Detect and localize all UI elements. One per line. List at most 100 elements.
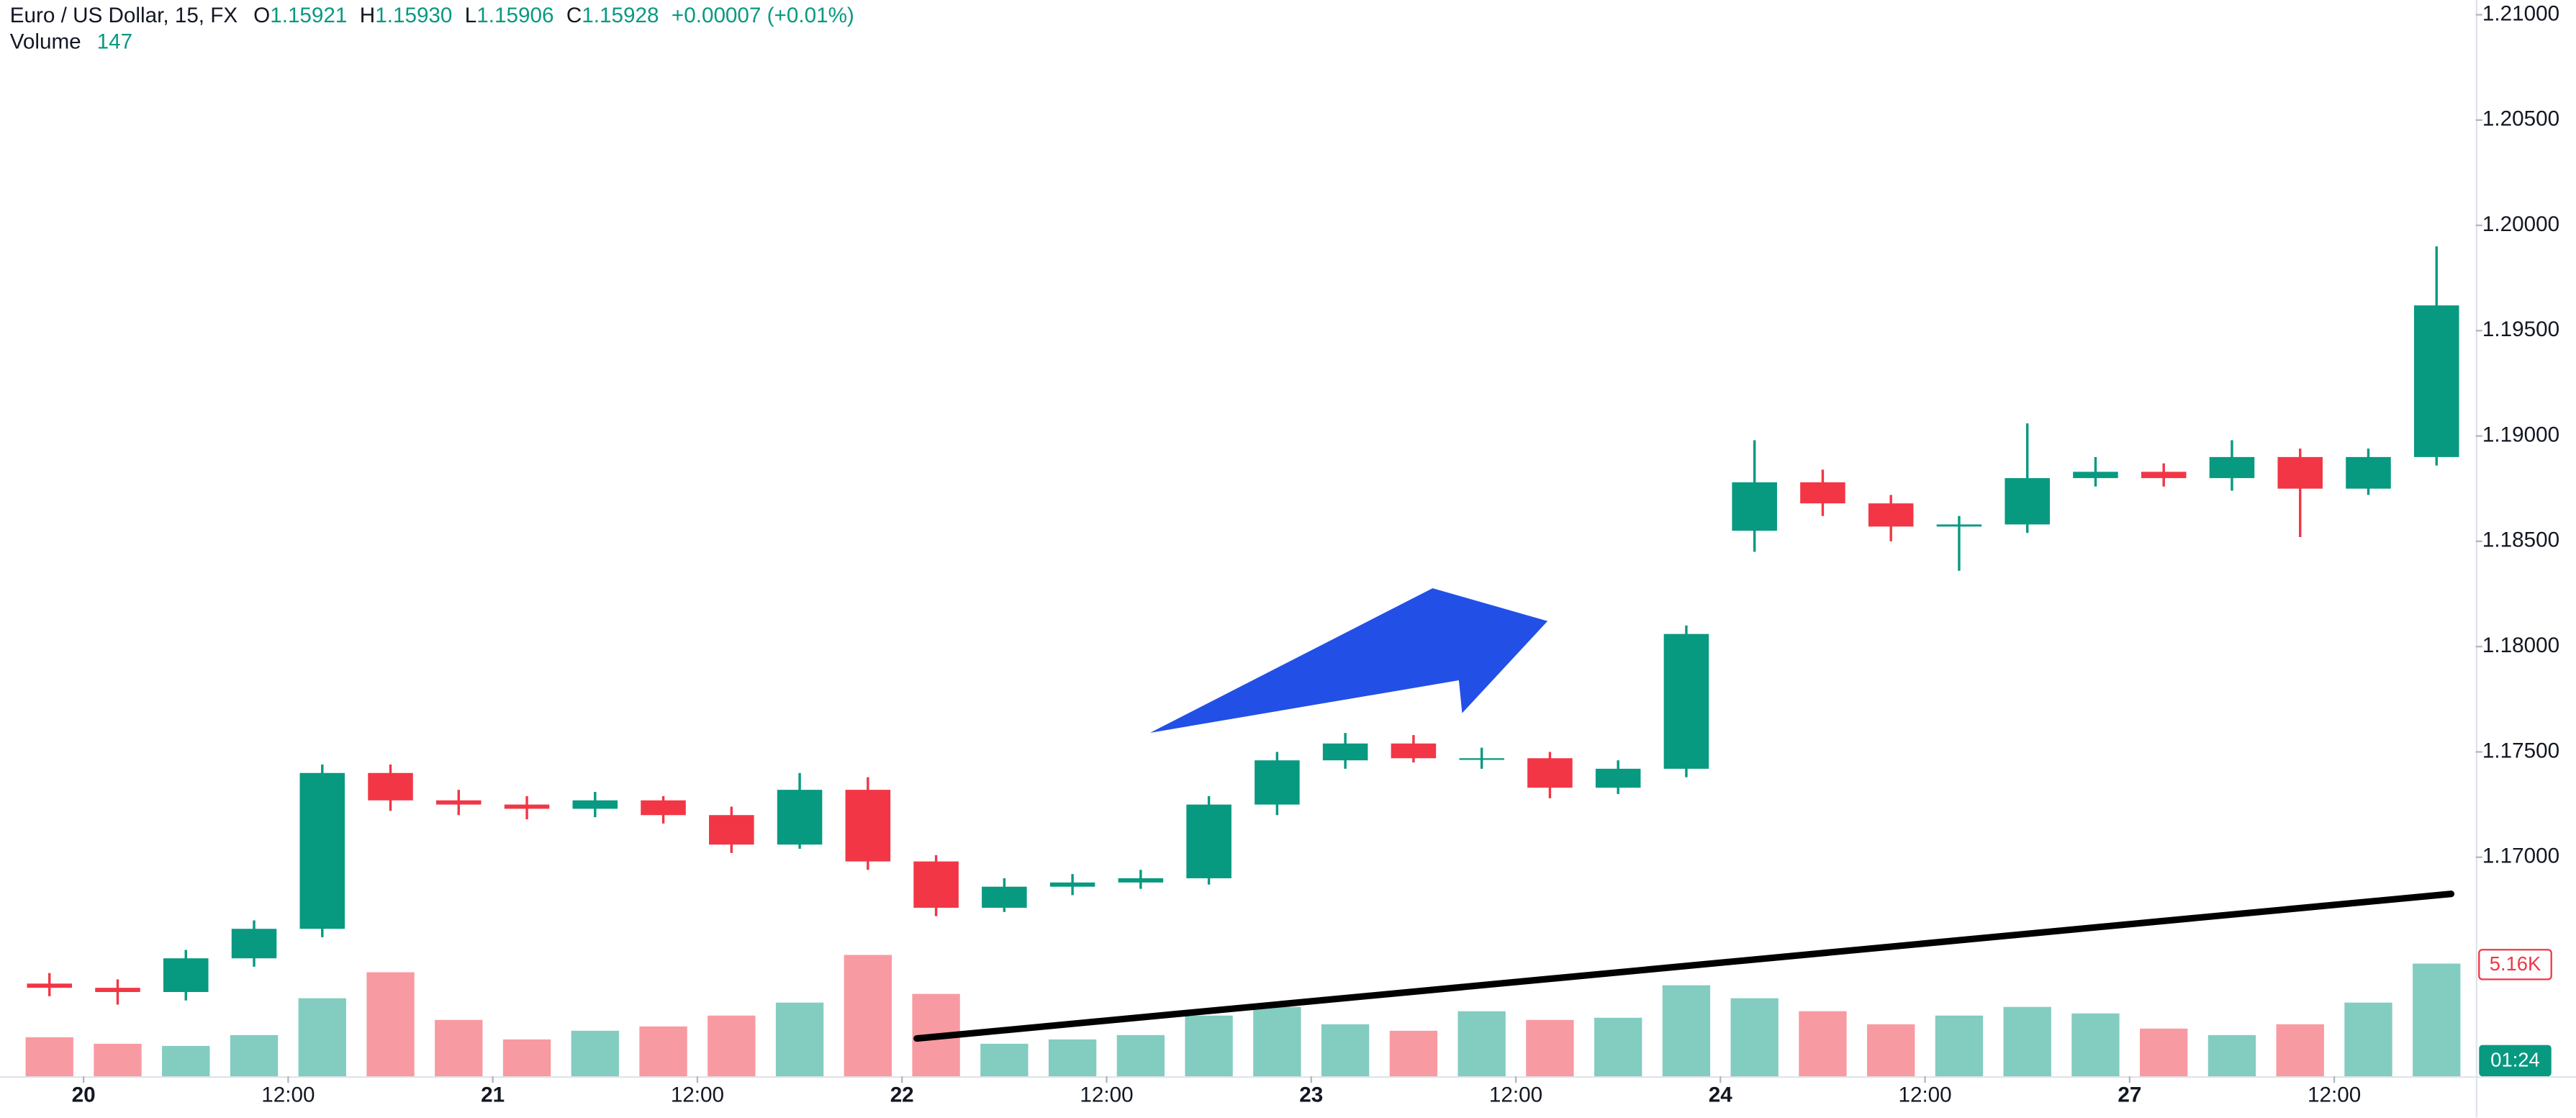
candle-body	[436, 800, 482, 805]
volume-axis-label: 5.16K	[2490, 952, 2541, 975]
x-tick-label: 24	[1709, 1083, 1732, 1106]
volume-bar	[1662, 985, 1711, 1077]
ohlc-label: O	[253, 4, 270, 27]
volume-bar	[2344, 1002, 2392, 1077]
marks	[25, 246, 2461, 1077]
legend-header: Euro / US Dollar, 15, FX O1.15921 H1.159…	[10, 4, 854, 27]
volume-bar	[775, 1002, 824, 1077]
volume-bar	[25, 1037, 73, 1077]
volume-bar	[1799, 1011, 1847, 1077]
volume-bar	[1526, 1019, 1574, 1077]
y-tick-label: 1.21000	[2482, 1, 2559, 25]
ohlc-label: L	[465, 4, 477, 27]
candle-body	[2277, 456, 2323, 489]
volume-bar	[1867, 1024, 1915, 1077]
symbol-title: Euro / US Dollar, 15, FX	[10, 4, 238, 27]
volume-bar	[162, 1045, 210, 1077]
y-tick-label: 1.20500	[2482, 107, 2559, 131]
x-tick-label: 20	[72, 1083, 96, 1106]
volume-bar	[844, 955, 892, 1077]
volume-header: Volume 147	[10, 30, 132, 53]
trend-line	[913, 891, 2455, 1042]
volume-bar	[502, 1039, 551, 1077]
ohlc-value: 1.15906	[476, 4, 553, 27]
volume-axis-badge	[2478, 949, 2552, 980]
candle-body	[1255, 760, 1300, 805]
candle-body	[299, 772, 345, 929]
candle-body	[2073, 472, 2118, 479]
volume-bar	[2140, 1028, 2188, 1077]
candle-body	[1049, 882, 1095, 887]
candle-body	[913, 861, 959, 908]
volume-bar	[1321, 1024, 1370, 1077]
candle-body	[1186, 804, 1231, 879]
volume-bar	[1594, 1017, 1642, 1077]
candle-body	[2141, 472, 2187, 479]
volume-bar	[1253, 1006, 1301, 1077]
candle-body	[641, 800, 686, 816]
candle-body	[504, 804, 550, 809]
candle-body	[27, 983, 73, 988]
x-tick-label: 12:00	[671, 1083, 724, 1106]
volume-bar	[639, 1026, 687, 1077]
volume-bar	[2003, 1006, 2051, 1077]
x-tick-label: 12:00	[1489, 1083, 1542, 1106]
y-tick-label: 1.18500	[2482, 528, 2559, 552]
volume-value: 147	[97, 30, 132, 53]
y-tick-label: 1.18000	[2482, 634, 2559, 657]
candle-body	[2005, 478, 2050, 525]
volume-bar	[1116, 1034, 1165, 1077]
candle-body	[163, 958, 209, 992]
candle-body	[2346, 456, 2391, 489]
candle-body	[1322, 743, 1368, 761]
volume-title: Volume	[10, 30, 81, 53]
candle-body	[1118, 878, 1164, 883]
candle-body	[95, 988, 140, 992]
volume-bar	[708, 1015, 756, 1077]
candle-body	[1936, 524, 1982, 527]
volume-bar	[2276, 1024, 2324, 1077]
countdown-badge	[2479, 1045, 2552, 1077]
candle-body	[1868, 503, 1914, 527]
candle-body	[368, 772, 413, 801]
ohlc-value: 1.15928	[582, 4, 659, 27]
volume-bar	[2413, 963, 2461, 1077]
arrow-annotation	[1149, 588, 1548, 733]
y-tick-label: 1.19500	[2482, 317, 2559, 341]
volume-bar	[1185, 1015, 1233, 1077]
candle-body	[1391, 743, 1437, 759]
x-tick-label: 12:00	[2308, 1083, 2361, 1106]
y-tick-label: 1.20000	[2482, 212, 2559, 236]
x-tick-label: 12:00	[1080, 1083, 1133, 1106]
y-tick-label: 1.17500	[2482, 739, 2559, 762]
x-tick-label: 22	[890, 1083, 914, 1106]
volume-bar	[1458, 1011, 1506, 1077]
volume-bar	[1389, 1030, 1438, 1077]
ohlc-value: 1.15930	[375, 4, 452, 27]
volume-bar	[980, 1043, 1029, 1077]
volume-bar	[2071, 1013, 2120, 1077]
x-tick-label: 21	[481, 1083, 505, 1106]
y-tick-label: 1.17000	[2482, 844, 2559, 868]
candle-body	[709, 815, 754, 845]
x-tick-label: 23	[1299, 1083, 1323, 1106]
candle-body	[1595, 768, 1641, 788]
ohlc-label: H	[360, 4, 375, 27]
candle-body	[1663, 634, 1709, 769]
y-tick-label: 1.19000	[2482, 423, 2559, 446]
candle-body	[572, 800, 618, 809]
change-value: +0.00007 (+0.01%)	[672, 4, 854, 27]
candle-body	[1527, 758, 1573, 788]
candle-body	[1732, 482, 1777, 531]
candle-body	[982, 886, 1027, 908]
volume-bar	[298, 998, 346, 1077]
volume-bar	[435, 1019, 483, 1077]
candle-body	[1459, 758, 1504, 760]
volume-bar	[1048, 1039, 1097, 1077]
candle-body	[2413, 305, 2459, 457]
candle-body	[231, 929, 277, 959]
x-tick-label: 27	[2118, 1083, 2141, 1106]
candle-body	[2209, 456, 2255, 479]
